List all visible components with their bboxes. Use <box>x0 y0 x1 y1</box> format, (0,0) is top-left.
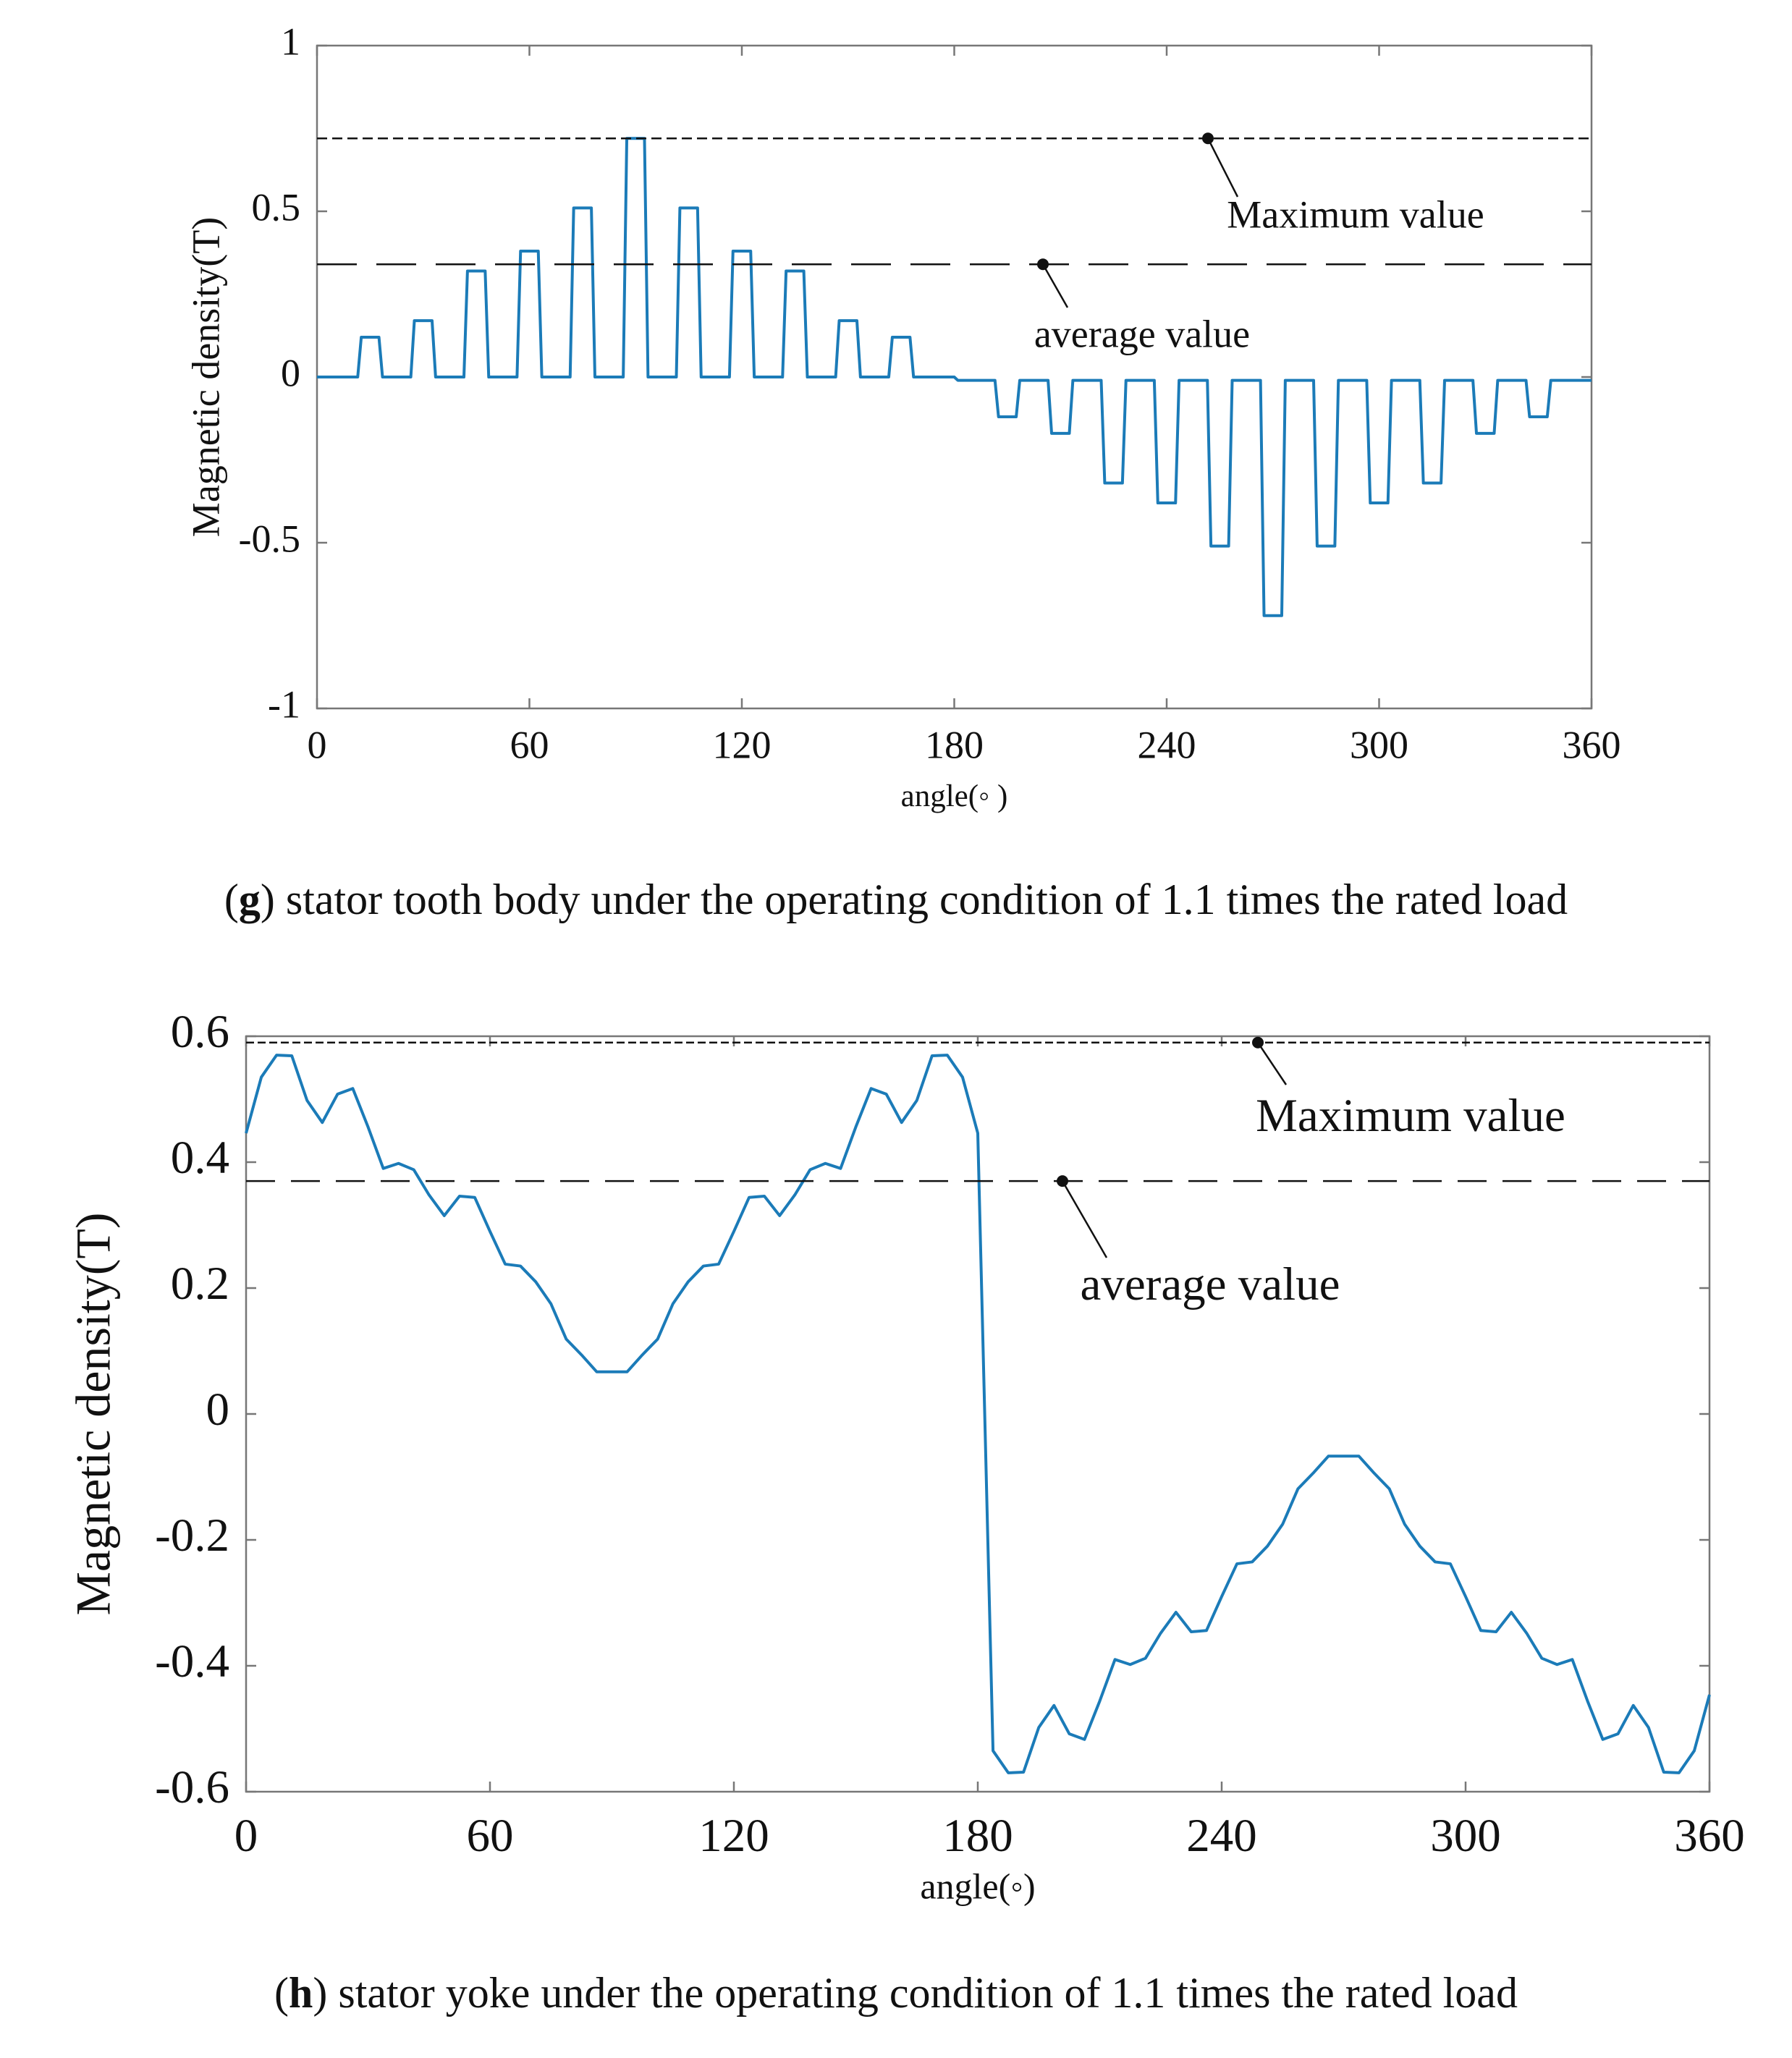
x-tick-label: 240 <box>1138 723 1196 766</box>
data-line <box>245 1054 1711 1774</box>
annotation-arrow <box>1041 263 1069 308</box>
y-tick-label: -0.6 <box>155 1761 229 1813</box>
annotation-label: Maximum value <box>1227 192 1484 236</box>
x-tick-label: 360 <box>1674 1810 1745 1862</box>
y-tick-label: 0 <box>206 1384 230 1436</box>
y-tick-label: -0.4 <box>155 1635 229 1688</box>
y-axis-label: Magnetic density(T) <box>66 1212 121 1615</box>
y-tick-label: 0.6 <box>171 1006 229 1058</box>
x-tick-label: 300 <box>1430 1810 1501 1862</box>
y-tick-label: 0 <box>281 351 300 394</box>
x-tick-label: 120 <box>713 723 772 766</box>
caption-part: h <box>289 1969 313 2017</box>
x-tick-label: 60 <box>467 1810 514 1862</box>
x-tick-label: 300 <box>1350 723 1408 766</box>
y-tick-label: -0.2 <box>155 1509 229 1562</box>
caption-part: g <box>239 876 261 923</box>
y-tick-label: 0.5 <box>252 185 301 229</box>
x-tick-label: 180 <box>925 723 984 766</box>
caption: (g) stator tooth body under the operatin… <box>224 876 1568 923</box>
y-axis-label: Magnetic density(T) <box>184 217 227 537</box>
annotation-arrow <box>1061 1180 1108 1258</box>
y-tick-label: 0.4 <box>171 1132 229 1184</box>
annotation-arrow <box>1256 1042 1288 1085</box>
caption-part: ( <box>224 876 239 923</box>
x-tick-label: 0 <box>234 1810 258 1862</box>
y-tick-label: -0.5 <box>239 517 300 560</box>
caption-part: ) stator yoke under the operating condit… <box>313 1969 1518 2017</box>
caption-part: ) stator tooth body under the operating … <box>261 876 1568 923</box>
caption: (h) stator yoke under the operating cond… <box>274 1969 1518 2017</box>
x-tick-label: 60 <box>510 723 549 766</box>
x-axis-label: angle(◦ ) <box>901 779 1008 813</box>
annotation-label: average value <box>1080 1258 1340 1310</box>
x-tick-label: 0 <box>308 723 327 766</box>
annotation-label: Maximum value <box>1256 1090 1565 1142</box>
x-tick-label: 240 <box>1186 1810 1257 1862</box>
x-axis-label: angle(◦) <box>920 1866 1035 1906</box>
x-tick-label: 180 <box>942 1810 1013 1862</box>
y-tick-label: 0.2 <box>171 1258 229 1310</box>
x-tick-label: 120 <box>698 1810 769 1862</box>
annotation-arrow <box>1206 137 1239 198</box>
y-tick-label: -1 <box>268 682 300 726</box>
annotation-label: average value <box>1034 312 1250 355</box>
caption-part: ( <box>274 1969 289 2017</box>
data-line <box>317 137 1592 617</box>
x-tick-label: 360 <box>1563 723 1621 766</box>
y-tick-label: 1 <box>281 20 300 63</box>
